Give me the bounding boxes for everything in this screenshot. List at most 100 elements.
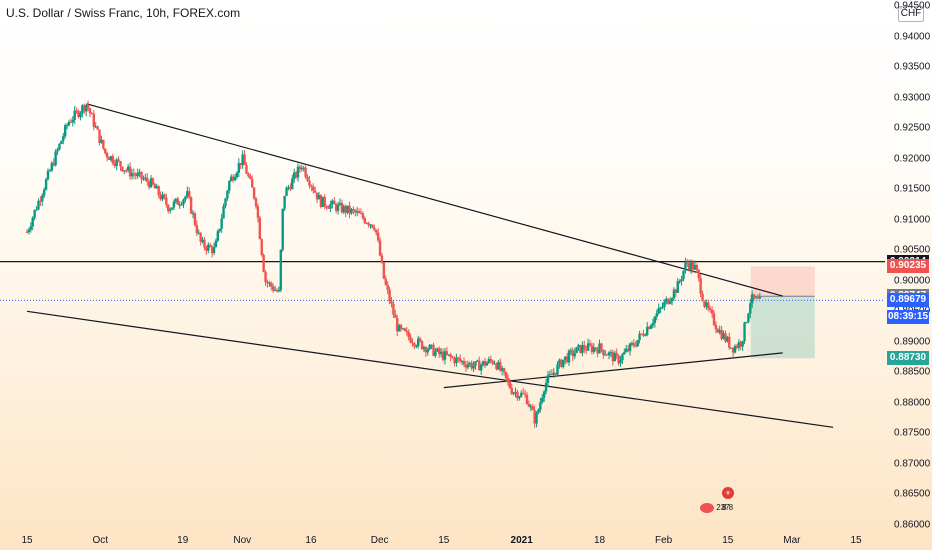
candle-body <box>75 110 78 112</box>
candle-body <box>357 211 361 214</box>
candle-body <box>604 354 607 356</box>
candle-body <box>438 348 441 354</box>
candle-body <box>333 200 336 205</box>
candle-body <box>243 154 246 166</box>
candle-body <box>686 262 689 264</box>
candle-body <box>56 149 59 152</box>
candle-body <box>668 301 672 304</box>
candle-body <box>449 354 452 358</box>
candle-body <box>752 294 756 299</box>
candle-body <box>705 302 708 307</box>
candle-body <box>317 195 321 200</box>
time-tick-label: 19 <box>177 535 189 546</box>
candle-body <box>749 303 752 314</box>
candle-body <box>191 213 195 215</box>
candle-body <box>380 255 384 263</box>
candle-body <box>560 359 563 367</box>
candle-body <box>247 173 250 177</box>
candle-body <box>63 125 67 137</box>
candle-body <box>581 344 584 353</box>
candle-body <box>382 262 386 279</box>
candle-body <box>472 365 475 369</box>
candle-body <box>420 340 424 350</box>
candle-body <box>590 345 594 352</box>
candle-body <box>424 347 428 353</box>
candle-body <box>138 171 141 174</box>
candle-body <box>451 357 454 359</box>
candle-body <box>256 206 260 218</box>
candle-body <box>331 200 334 205</box>
candle-body <box>663 302 666 308</box>
candle-body <box>315 192 319 200</box>
candle-body <box>390 301 393 304</box>
candle-body <box>388 289 391 302</box>
candle-body <box>287 187 290 189</box>
candle-body <box>161 194 164 200</box>
candle-body <box>432 344 435 356</box>
price-tick-label: 0.92000 <box>894 153 931 165</box>
candle-body <box>199 232 202 242</box>
candle-body <box>710 310 714 314</box>
candle-body <box>294 172 298 178</box>
candle-body <box>615 352 618 356</box>
candle-body <box>350 209 353 214</box>
candle-body <box>310 185 313 187</box>
price-tick-label: 0.90000 <box>894 275 931 287</box>
candle-body <box>535 413 538 424</box>
candle-body <box>54 151 57 166</box>
candle-body <box>499 362 502 371</box>
price-tick-label: 0.88000 <box>894 397 931 409</box>
swiss-badge[interactable]: + <box>722 487 734 499</box>
candle-body <box>741 341 744 347</box>
candle-body <box>607 352 611 356</box>
candle-body <box>102 139 105 149</box>
candle-body <box>584 349 588 351</box>
candle-body <box>678 281 681 283</box>
candle-body <box>661 307 664 309</box>
candle-body <box>493 363 496 365</box>
us-flag-icon <box>700 503 714 513</box>
candle-body <box>462 360 466 365</box>
time-tick-label: Nov <box>233 535 252 546</box>
candle-body <box>147 181 151 188</box>
badge-count-right: 8 8 <box>722 503 734 512</box>
candle-body <box>39 200 42 202</box>
candle-body <box>667 298 670 304</box>
candle-body <box>165 197 168 205</box>
candle-body <box>323 196 326 206</box>
candle-body <box>468 362 471 365</box>
currency-selector[interactable]: CHF <box>898 6 924 22</box>
flag-badge-us[interactable]: 237 <box>700 503 730 513</box>
candle-body <box>405 330 408 332</box>
candle-body <box>308 180 311 186</box>
candle-body <box>29 226 33 230</box>
candle-body <box>268 282 271 284</box>
trendline <box>443 352 783 389</box>
candle-body <box>228 181 231 191</box>
candle-body <box>73 110 76 121</box>
candle-body <box>58 143 61 150</box>
flag-badge-ch[interactable]: 8 8 <box>722 503 733 512</box>
candle-body <box>411 342 414 344</box>
candle-body <box>35 209 38 211</box>
candle-body <box>109 156 113 160</box>
candle-body <box>94 126 97 128</box>
candle-body <box>520 392 523 397</box>
candle-body <box>153 184 157 189</box>
candle-body <box>214 240 218 248</box>
candle-body <box>707 302 710 309</box>
candle-body <box>525 394 529 405</box>
candle-body <box>237 162 241 173</box>
candle-body <box>125 170 128 172</box>
candle-body <box>338 202 342 205</box>
trendline <box>26 310 834 428</box>
reward-zone <box>750 296 815 359</box>
candle-body <box>88 108 92 114</box>
candle-body <box>262 254 265 272</box>
candle-body <box>182 199 185 205</box>
candle-body <box>44 179 48 190</box>
candle-body <box>630 343 634 345</box>
candle-body <box>31 217 34 227</box>
